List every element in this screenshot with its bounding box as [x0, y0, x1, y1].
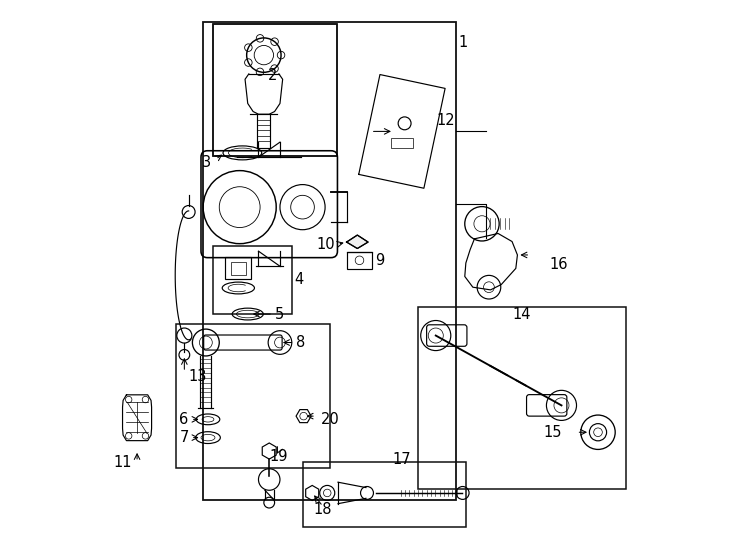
Bar: [176, 323, 330, 468]
Text: 8: 8: [296, 335, 305, 350]
Text: 19: 19: [269, 449, 288, 464]
Text: 18: 18: [313, 502, 333, 517]
Bar: [225, 258, 251, 279]
Text: 2: 2: [268, 68, 277, 83]
Text: 11: 11: [114, 455, 132, 470]
Text: 3: 3: [202, 155, 211, 170]
Bar: [346, 252, 372, 269]
Text: 7: 7: [179, 430, 189, 445]
Text: 20: 20: [321, 412, 340, 427]
Text: 15: 15: [543, 425, 562, 440]
Bar: [418, 307, 626, 489]
Polygon shape: [346, 235, 368, 248]
Bar: [213, 24, 338, 156]
Text: 6: 6: [179, 412, 189, 427]
Bar: [213, 246, 292, 314]
Text: 13: 13: [189, 369, 207, 384]
Bar: [230, 262, 246, 274]
Bar: [302, 462, 466, 527]
Text: 16: 16: [550, 257, 568, 272]
Text: 10: 10: [316, 237, 335, 252]
Text: 1: 1: [458, 35, 468, 50]
Text: 14: 14: [512, 307, 531, 321]
Bar: [391, 138, 413, 147]
Text: 4: 4: [294, 273, 303, 287]
Text: 9: 9: [375, 253, 385, 268]
Bar: [213, 24, 338, 156]
Text: 12: 12: [437, 113, 456, 128]
Text: 17: 17: [393, 451, 412, 467]
Text: 5: 5: [275, 307, 284, 321]
Bar: [203, 22, 456, 500]
